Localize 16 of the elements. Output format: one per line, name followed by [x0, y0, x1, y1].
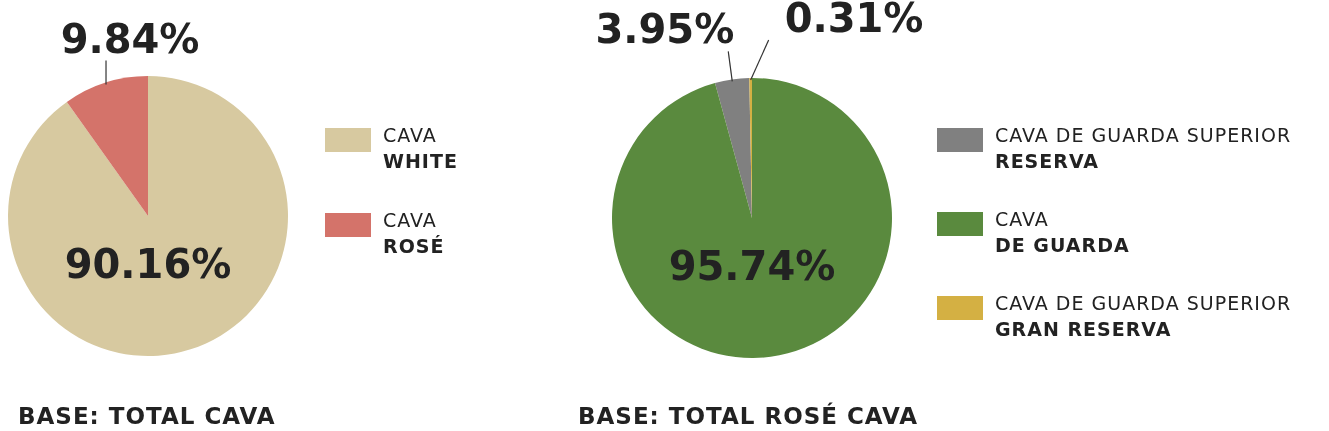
- legend-label: CAVA WHITE: [383, 124, 458, 172]
- text: BASE: TOTAL CAVA: [18, 403, 276, 429]
- legend-label: CAVA ROSÉ: [383, 209, 445, 257]
- legend-label: CAVA DE GUARDA SUPERIOR RESERVA: [995, 124, 1292, 172]
- pie-slice: [714, 78, 752, 218]
- text: BASE: TOTAL ROSÉ CAVA: [578, 402, 919, 429]
- legend-label: CAVA DE GUARDA SUPERIOR GRAN RESERVA: [995, 292, 1292, 340]
- pie-slice: [612, 78, 892, 358]
- pie-slice: [66, 76, 148, 216]
- data-label: 95.74%: [668, 243, 836, 289]
- pie-slice: [8, 76, 288, 356]
- data-label: 90.16%: [64, 241, 232, 287]
- legend-label: CAVA DE GUARDA: [995, 208, 1130, 256]
- data-label: 0.31%: [784, 0, 924, 42]
- data-label: 9.84%: [60, 15, 200, 62]
- data-label: 3.95%: [595, 6, 735, 53]
